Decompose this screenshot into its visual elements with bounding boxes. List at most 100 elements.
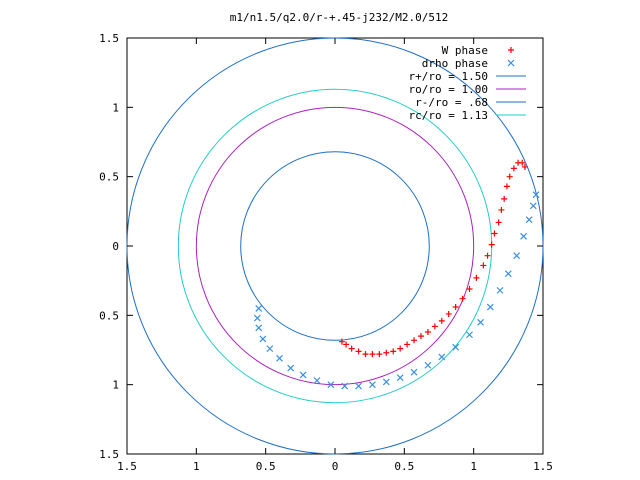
data-point-mark — [369, 351, 376, 358]
data-point — [390, 348, 397, 355]
data-point — [496, 286, 504, 294]
legend-label: drho phase — [422, 57, 488, 70]
data-point — [383, 349, 390, 356]
data-point-mark — [438, 353, 446, 361]
data-point — [431, 323, 438, 330]
legend-label: r+/ro = 1.50 — [409, 70, 488, 83]
data-point-mark — [520, 232, 528, 240]
y-tick-label: 1 — [112, 379, 119, 392]
data-series — [253, 159, 540, 390]
data-point-mark — [341, 382, 349, 390]
data-point — [491, 230, 498, 237]
x-tick-label: 1 — [193, 460, 200, 473]
data-point — [327, 381, 335, 389]
data-point-mark — [255, 304, 263, 312]
data-point-mark — [452, 343, 460, 351]
data-point-mark — [327, 381, 335, 389]
data-point — [459, 295, 466, 302]
data-point-mark — [355, 382, 362, 390]
data-point-mark — [532, 191, 540, 199]
data-point — [504, 270, 512, 278]
data-point-mark — [521, 163, 528, 170]
data-point — [438, 317, 445, 324]
data-point-mark — [503, 183, 510, 190]
data-point — [498, 206, 505, 213]
data-point — [338, 338, 345, 345]
data-point — [362, 351, 369, 358]
data-point — [355, 348, 362, 355]
data-point — [480, 262, 487, 269]
data-point-mark — [488, 241, 495, 248]
data-point — [501, 195, 508, 202]
data-point — [410, 368, 418, 376]
data-point-mark — [477, 318, 485, 326]
data-point-mark — [313, 377, 321, 384]
data-point — [452, 304, 459, 311]
data-point-mark — [376, 351, 383, 358]
data-point — [510, 165, 517, 172]
data-point-mark — [411, 337, 418, 344]
data-point-mark — [253, 314, 261, 322]
data-point-mark — [355, 348, 362, 355]
data-point — [424, 361, 432, 369]
data-point — [343, 341, 350, 348]
data-point — [369, 381, 376, 389]
data-point — [404, 341, 411, 348]
data-point — [259, 335, 267, 343]
data-point — [253, 314, 261, 322]
data-point-mark — [504, 270, 512, 278]
data-point — [521, 163, 528, 170]
data-point-mark — [480, 262, 487, 269]
data-point-mark — [404, 341, 411, 348]
data-point-mark — [390, 348, 397, 355]
data-point-mark — [417, 333, 424, 340]
legend-marker-mark — [508, 47, 514, 53]
data-point-mark — [424, 328, 431, 335]
data-point — [486, 303, 494, 311]
x-tick-label: 0.5 — [394, 460, 414, 473]
data-point — [466, 285, 473, 292]
data-point — [520, 232, 528, 240]
data-point — [503, 183, 510, 190]
data-point-mark — [486, 303, 494, 311]
data-point — [445, 310, 452, 317]
data-point — [396, 374, 404, 382]
data-point-mark — [510, 165, 517, 172]
y-tick-label: 0.5 — [99, 309, 119, 322]
x-tick-label: 0 — [332, 460, 339, 473]
data-point-mark — [466, 285, 473, 292]
series-0 — [338, 159, 528, 358]
data-point-mark — [501, 195, 508, 202]
data-point — [411, 337, 418, 344]
reference-circle-3 — [177, 88, 493, 404]
data-point — [255, 324, 263, 332]
data-point-mark — [276, 354, 283, 362]
legend-label: ro/ro = 1.00 — [409, 83, 488, 96]
data-point — [348, 345, 355, 352]
legend-marker-mark — [507, 59, 515, 67]
data-point — [313, 377, 321, 384]
data-point-mark — [362, 351, 369, 358]
data-point-mark — [338, 338, 345, 345]
legend-marker — [507, 59, 515, 67]
data-point — [424, 328, 431, 335]
data-point-mark — [525, 216, 533, 224]
data-point-mark — [466, 331, 473, 339]
legend-label: r-/ro = .68 — [415, 96, 488, 109]
data-point-mark — [382, 378, 390, 386]
data-point-mark — [438, 317, 445, 324]
data-point-mark — [343, 341, 350, 348]
data-point — [525, 216, 533, 224]
data-point-mark — [529, 202, 537, 210]
data-point — [452, 343, 460, 351]
data-point-mark — [491, 230, 498, 237]
data-point-mark — [445, 310, 452, 317]
data-point — [519, 159, 526, 166]
data-point — [484, 252, 491, 259]
data-point-mark — [369, 381, 376, 389]
data-point — [529, 202, 537, 210]
data-point-mark — [473, 274, 480, 281]
data-point-mark — [484, 252, 491, 259]
data-point — [287, 364, 295, 372]
